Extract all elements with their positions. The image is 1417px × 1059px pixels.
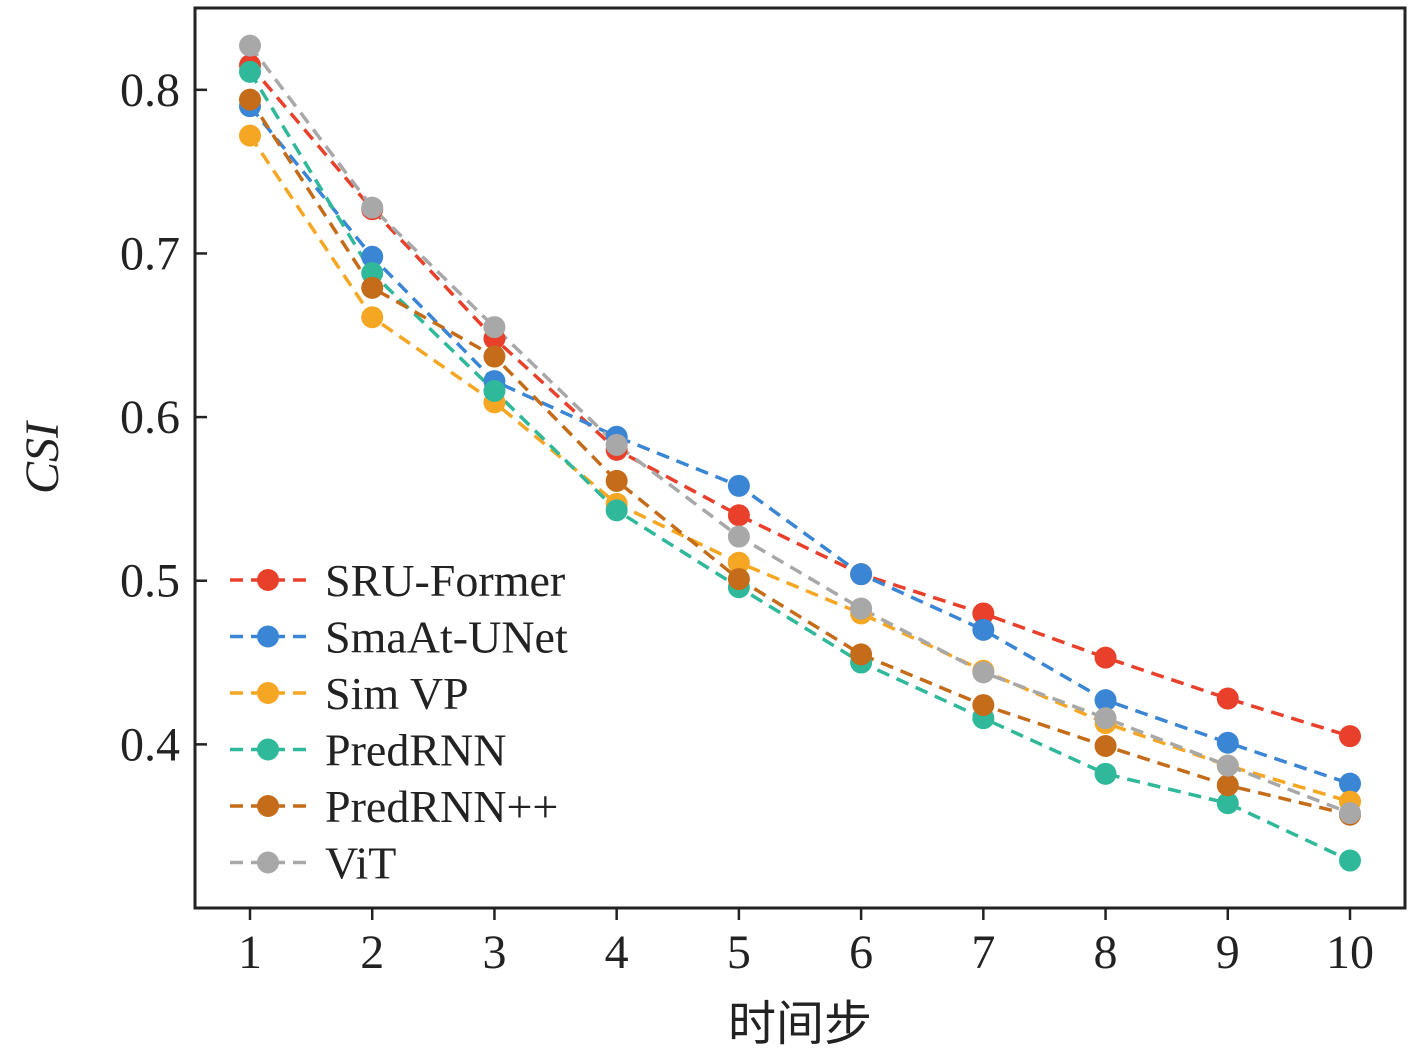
series-line-3 bbox=[248, 70, 1351, 863]
x-tick-label-4: 4 bbox=[605, 926, 629, 979]
data-point-3-9 bbox=[1339, 849, 1361, 872]
y-tick-label-1: 0.5 bbox=[120, 555, 180, 608]
data-point-4-0 bbox=[239, 88, 261, 111]
data-point-4-1 bbox=[361, 276, 384, 299]
series-line-0 bbox=[248, 64, 1351, 738]
y-tick-label-0: 0.4 bbox=[120, 718, 180, 771]
data-point-4-5 bbox=[850, 643, 873, 666]
data-point-2-0 bbox=[239, 124, 261, 147]
data-point-0-4 bbox=[727, 504, 750, 527]
series-line-1 bbox=[248, 105, 1351, 786]
data-point-5-9 bbox=[1339, 802, 1361, 825]
y-tick-label-4: 0.8 bbox=[120, 64, 180, 117]
x-tick-label-3: 3 bbox=[482, 926, 506, 979]
legend-label-3: PredRNN bbox=[325, 725, 506, 776]
data-point-2-1 bbox=[361, 306, 384, 329]
x-tick-label-6: 6 bbox=[849, 926, 873, 979]
data-point-0-7 bbox=[1094, 646, 1117, 669]
legend-marker-1 bbox=[257, 625, 279, 648]
legend-label-1: SmaAt-UNet bbox=[325, 612, 568, 663]
data-point-0-8 bbox=[1216, 687, 1239, 710]
data-point-3-7 bbox=[1094, 762, 1117, 785]
data-point-5-0 bbox=[239, 34, 261, 57]
y-tick-label-3: 0.7 bbox=[120, 227, 180, 280]
x-tick-label-8: 8 bbox=[1094, 926, 1118, 979]
data-point-1-6 bbox=[972, 618, 995, 641]
plot-frame bbox=[193, 6, 1407, 910]
y-tick-label-2: 0.6 bbox=[120, 391, 180, 444]
legend-label-5: ViT bbox=[325, 838, 396, 889]
data-point-0-9 bbox=[1339, 725, 1361, 748]
legend-marker-0 bbox=[257, 569, 279, 591]
data-point-4-6 bbox=[972, 694, 995, 717]
data-point-1-7 bbox=[1094, 689, 1117, 712]
series-line-5 bbox=[248, 44, 1351, 815]
x-tick-label-2: 2 bbox=[360, 926, 384, 979]
data-point-1-4 bbox=[727, 474, 750, 497]
series-lines bbox=[248, 44, 1351, 863]
legend-label-0: SRU-Former bbox=[325, 555, 565, 606]
series-line-4 bbox=[248, 98, 1351, 817]
x-axis-title: 时间步 bbox=[728, 998, 872, 1051]
data-point-1-8 bbox=[1216, 731, 1239, 754]
data-point-3-0 bbox=[239, 60, 261, 83]
data-point-5-4 bbox=[727, 525, 750, 548]
legend-marker-4 bbox=[257, 795, 279, 817]
x-tick-label-10: 10 bbox=[1326, 926, 1374, 979]
x-tick-label-5: 5 bbox=[727, 926, 751, 979]
data-point-5-8 bbox=[1216, 754, 1239, 777]
axis-ticks: 1 2 3 4 5 6 7 8 9 10 0.4 0.5 0.6 0.7 0.8 bbox=[120, 64, 1374, 979]
data-point-5-3 bbox=[605, 433, 628, 456]
data-point-0-6 bbox=[972, 602, 995, 625]
data-point-5-1 bbox=[361, 196, 384, 219]
data-point-5-5 bbox=[850, 597, 873, 620]
x-tick-label-7: 7 bbox=[971, 926, 995, 979]
x-tick-label-9: 9 bbox=[1216, 926, 1240, 979]
x-tick-label-1: 1 bbox=[238, 926, 262, 979]
legend-marker-2 bbox=[257, 682, 279, 704]
legend-marker-3 bbox=[257, 738, 279, 761]
data-point-4-2 bbox=[483, 345, 506, 368]
data-point-3-2 bbox=[483, 379, 506, 402]
data-point-4-4 bbox=[727, 568, 750, 591]
legend-label-2: Sim VP bbox=[325, 668, 469, 719]
legend-label-4: PredRNN++ bbox=[325, 781, 558, 832]
data-point-5-7 bbox=[1094, 707, 1117, 730]
data-point-3-8 bbox=[1216, 792, 1239, 815]
series-points bbox=[239, 34, 1361, 872]
data-point-1-1 bbox=[361, 245, 384, 268]
data-point-1-9 bbox=[1339, 772, 1361, 795]
data-point-4-7 bbox=[1094, 735, 1117, 757]
data-point-5-6 bbox=[972, 661, 995, 684]
data-point-2-4 bbox=[727, 551, 750, 574]
data-point-3-3 bbox=[605, 499, 628, 522]
y-axis-title: CSI bbox=[16, 420, 69, 494]
data-point-4-3 bbox=[605, 469, 628, 492]
data-point-4-8 bbox=[1216, 774, 1239, 797]
legend-marker-5 bbox=[257, 851, 279, 874]
data-point-5-2 bbox=[483, 316, 506, 339]
data-point-1-5 bbox=[850, 563, 873, 586]
